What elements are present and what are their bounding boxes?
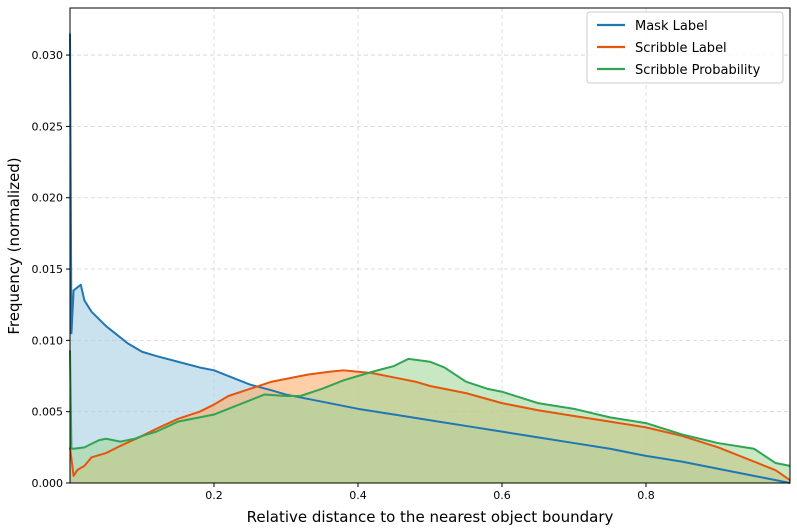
y-axis-label: Frequency (normalized) [5,157,23,334]
legend: Mask Label Scribble Label Scribble Proba… [586,11,784,84]
y-tick-label-2: 0.010 [32,334,64,347]
legend-label-scribble-label: Scribble Label [635,41,727,56]
x-tick-label-2: 0.6 [493,489,511,502]
x-axis-label: Relative distance to the nearest object … [247,508,614,526]
line-scribble-probability [69,350,791,467]
y-tick-label-3: 0.015 [32,263,64,276]
y-tick-label-6: 0.030 [32,49,64,62]
y-axis-ticks: 0.000 0.005 0.010 0.015 0.020 0.025 0.030 [32,49,70,490]
x-tick-label-3: 0.8 [637,489,655,502]
area-scribble-probability [70,350,790,483]
legend-label-mask-label: Mask Label [635,19,708,34]
y-tick-label-1: 0.005 [32,406,64,419]
x-axis-ticks: 0.2 0.4 0.6 0.8 [205,483,655,502]
area-fills [70,33,790,484]
plot-frame [69,7,791,484]
legend-box [586,11,784,84]
y-tick-label-4: 0.020 [32,192,64,205]
line-mask-label [69,33,791,484]
y-tick-label-0: 0.000 [32,477,64,490]
line-scribble-label [69,369,791,481]
legend-label-scribble-probability: Scribble Probability [635,63,761,78]
series-lines [69,33,791,484]
y-tick-label-5: 0.025 [32,120,64,133]
x-tick-label-1: 0.4 [349,489,367,502]
x-tick-label-0: 0.2 [205,489,223,502]
